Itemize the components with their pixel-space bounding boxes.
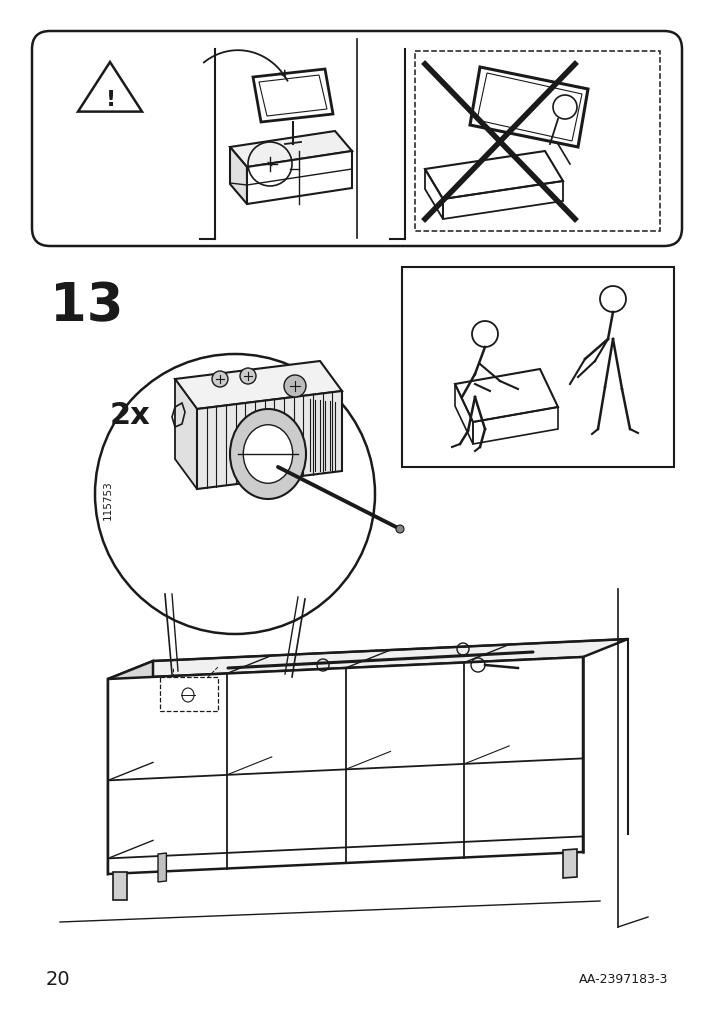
Polygon shape — [197, 391, 342, 489]
Polygon shape — [175, 362, 342, 409]
Polygon shape — [230, 148, 247, 205]
Bar — [415, 52, 660, 232]
Polygon shape — [175, 379, 197, 489]
Circle shape — [95, 355, 375, 634]
Text: 115753: 115753 — [103, 479, 113, 520]
Text: AA-2397183-3: AA-2397183-3 — [578, 973, 668, 986]
Circle shape — [212, 372, 228, 387]
Circle shape — [396, 526, 404, 534]
Text: !: ! — [106, 90, 116, 110]
Ellipse shape — [230, 409, 306, 499]
Polygon shape — [158, 853, 166, 883]
Polygon shape — [563, 849, 577, 879]
FancyBboxPatch shape — [32, 32, 682, 247]
Text: 2x: 2x — [110, 400, 151, 429]
Circle shape — [284, 376, 306, 397]
Polygon shape — [230, 131, 352, 168]
Circle shape — [240, 369, 256, 384]
Polygon shape — [108, 657, 583, 875]
Bar — [113, 872, 127, 900]
Polygon shape — [108, 639, 628, 679]
Bar — [160, 677, 218, 712]
Polygon shape — [108, 661, 153, 875]
Bar — [402, 268, 674, 467]
Text: 20: 20 — [46, 970, 71, 989]
Ellipse shape — [243, 426, 293, 484]
Text: 13: 13 — [50, 280, 124, 332]
Polygon shape — [247, 152, 352, 205]
